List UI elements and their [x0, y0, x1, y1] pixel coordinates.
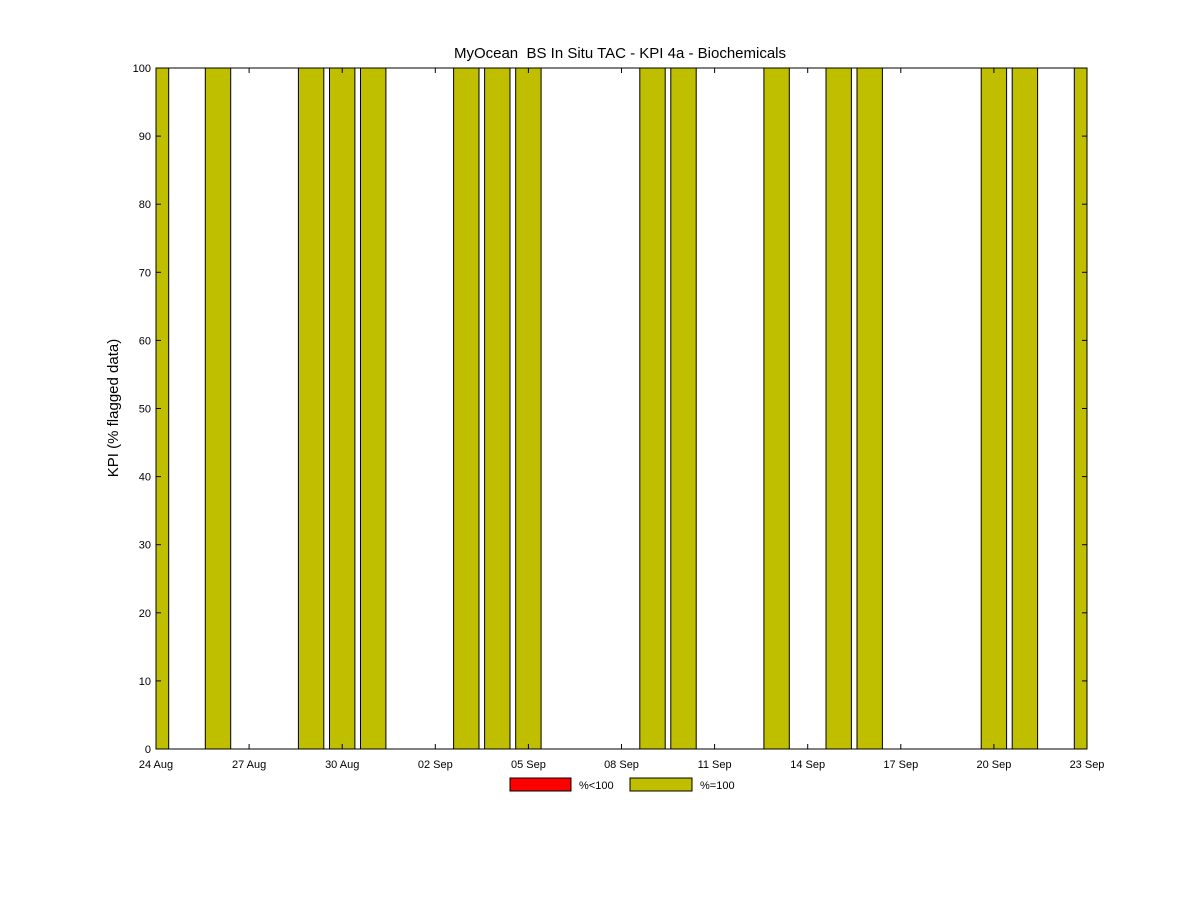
bar — [670, 67, 697, 750]
x-tick-label: 05 Sep — [511, 759, 546, 771]
x-tick-label: 23 Sep — [1070, 759, 1105, 771]
plot-background — [156, 68, 1087, 749]
y-tick-label: 90 — [139, 131, 151, 143]
chart-title: MyOcean BS In Situ TAC - KPI 4a - Bioche… — [454, 45, 786, 62]
y-axis: 0 10 20 30 40 50 60 70 80 90 100 — [133, 63, 1087, 756]
y-tick-label: 70 — [139, 267, 151, 279]
y-tick-label: 80 — [139, 199, 151, 211]
bar — [515, 67, 542, 750]
x-tick-label: 08 Sep — [604, 759, 639, 771]
y-tick-label: 0 — [145, 744, 151, 756]
y-tick-label: 20 — [139, 608, 151, 620]
bar — [360, 67, 387, 750]
x-tick-label: 14 Sep — [790, 759, 825, 771]
x-tick-label: 27 Aug — [232, 759, 266, 771]
y-tick-label: 50 — [139, 404, 151, 416]
x-tick-label: 30 Aug — [325, 759, 359, 771]
bar — [856, 67, 883, 750]
x-axis: 24 Aug 27 Aug 30 Aug 02 Sep 05 Sep 08 Sep 11 S… — [139, 68, 1105, 771]
bar — [639, 67, 666, 750]
y-tick-label: 30 — [139, 540, 151, 552]
x-tick-label: 24 Aug — [139, 759, 173, 771]
bar — [825, 67, 852, 750]
bar — [763, 67, 790, 750]
x-tick-label: 20 Sep — [976, 759, 1011, 771]
bar — [204, 67, 232, 750]
x-tick-label: 17 Sep — [883, 759, 918, 771]
y-tick-label: 40 — [139, 472, 151, 484]
bar — [484, 67, 511, 750]
bar — [980, 67, 1008, 750]
bar — [297, 67, 325, 750]
bar — [329, 67, 356, 750]
y-axis-label: KPI (% flagged data) — [105, 339, 122, 477]
x-tick-label: 11 Sep — [698, 759, 732, 771]
x-tick-label: 02 Sep — [418, 759, 453, 771]
plot-area: 0 10 20 30 40 50 60 70 80 90 100 24 Aug 27 Aug 30 Au… — [133, 63, 1105, 771]
legend-label-equal-100: %=100 — [700, 780, 735, 792]
legend-swatch-equal-100 — [629, 777, 693, 792]
legend-label-below-100: %<100 — [579, 780, 614, 792]
legend: %<100 %=100 — [509, 777, 735, 792]
bar — [1011, 67, 1039, 750]
y-tick-label: 60 — [139, 335, 151, 347]
y-tick-label: 100 — [133, 63, 151, 75]
legend-swatch-below-100 — [509, 777, 572, 792]
y-tick-label: 10 — [139, 676, 151, 688]
bar — [453, 67, 480, 750]
